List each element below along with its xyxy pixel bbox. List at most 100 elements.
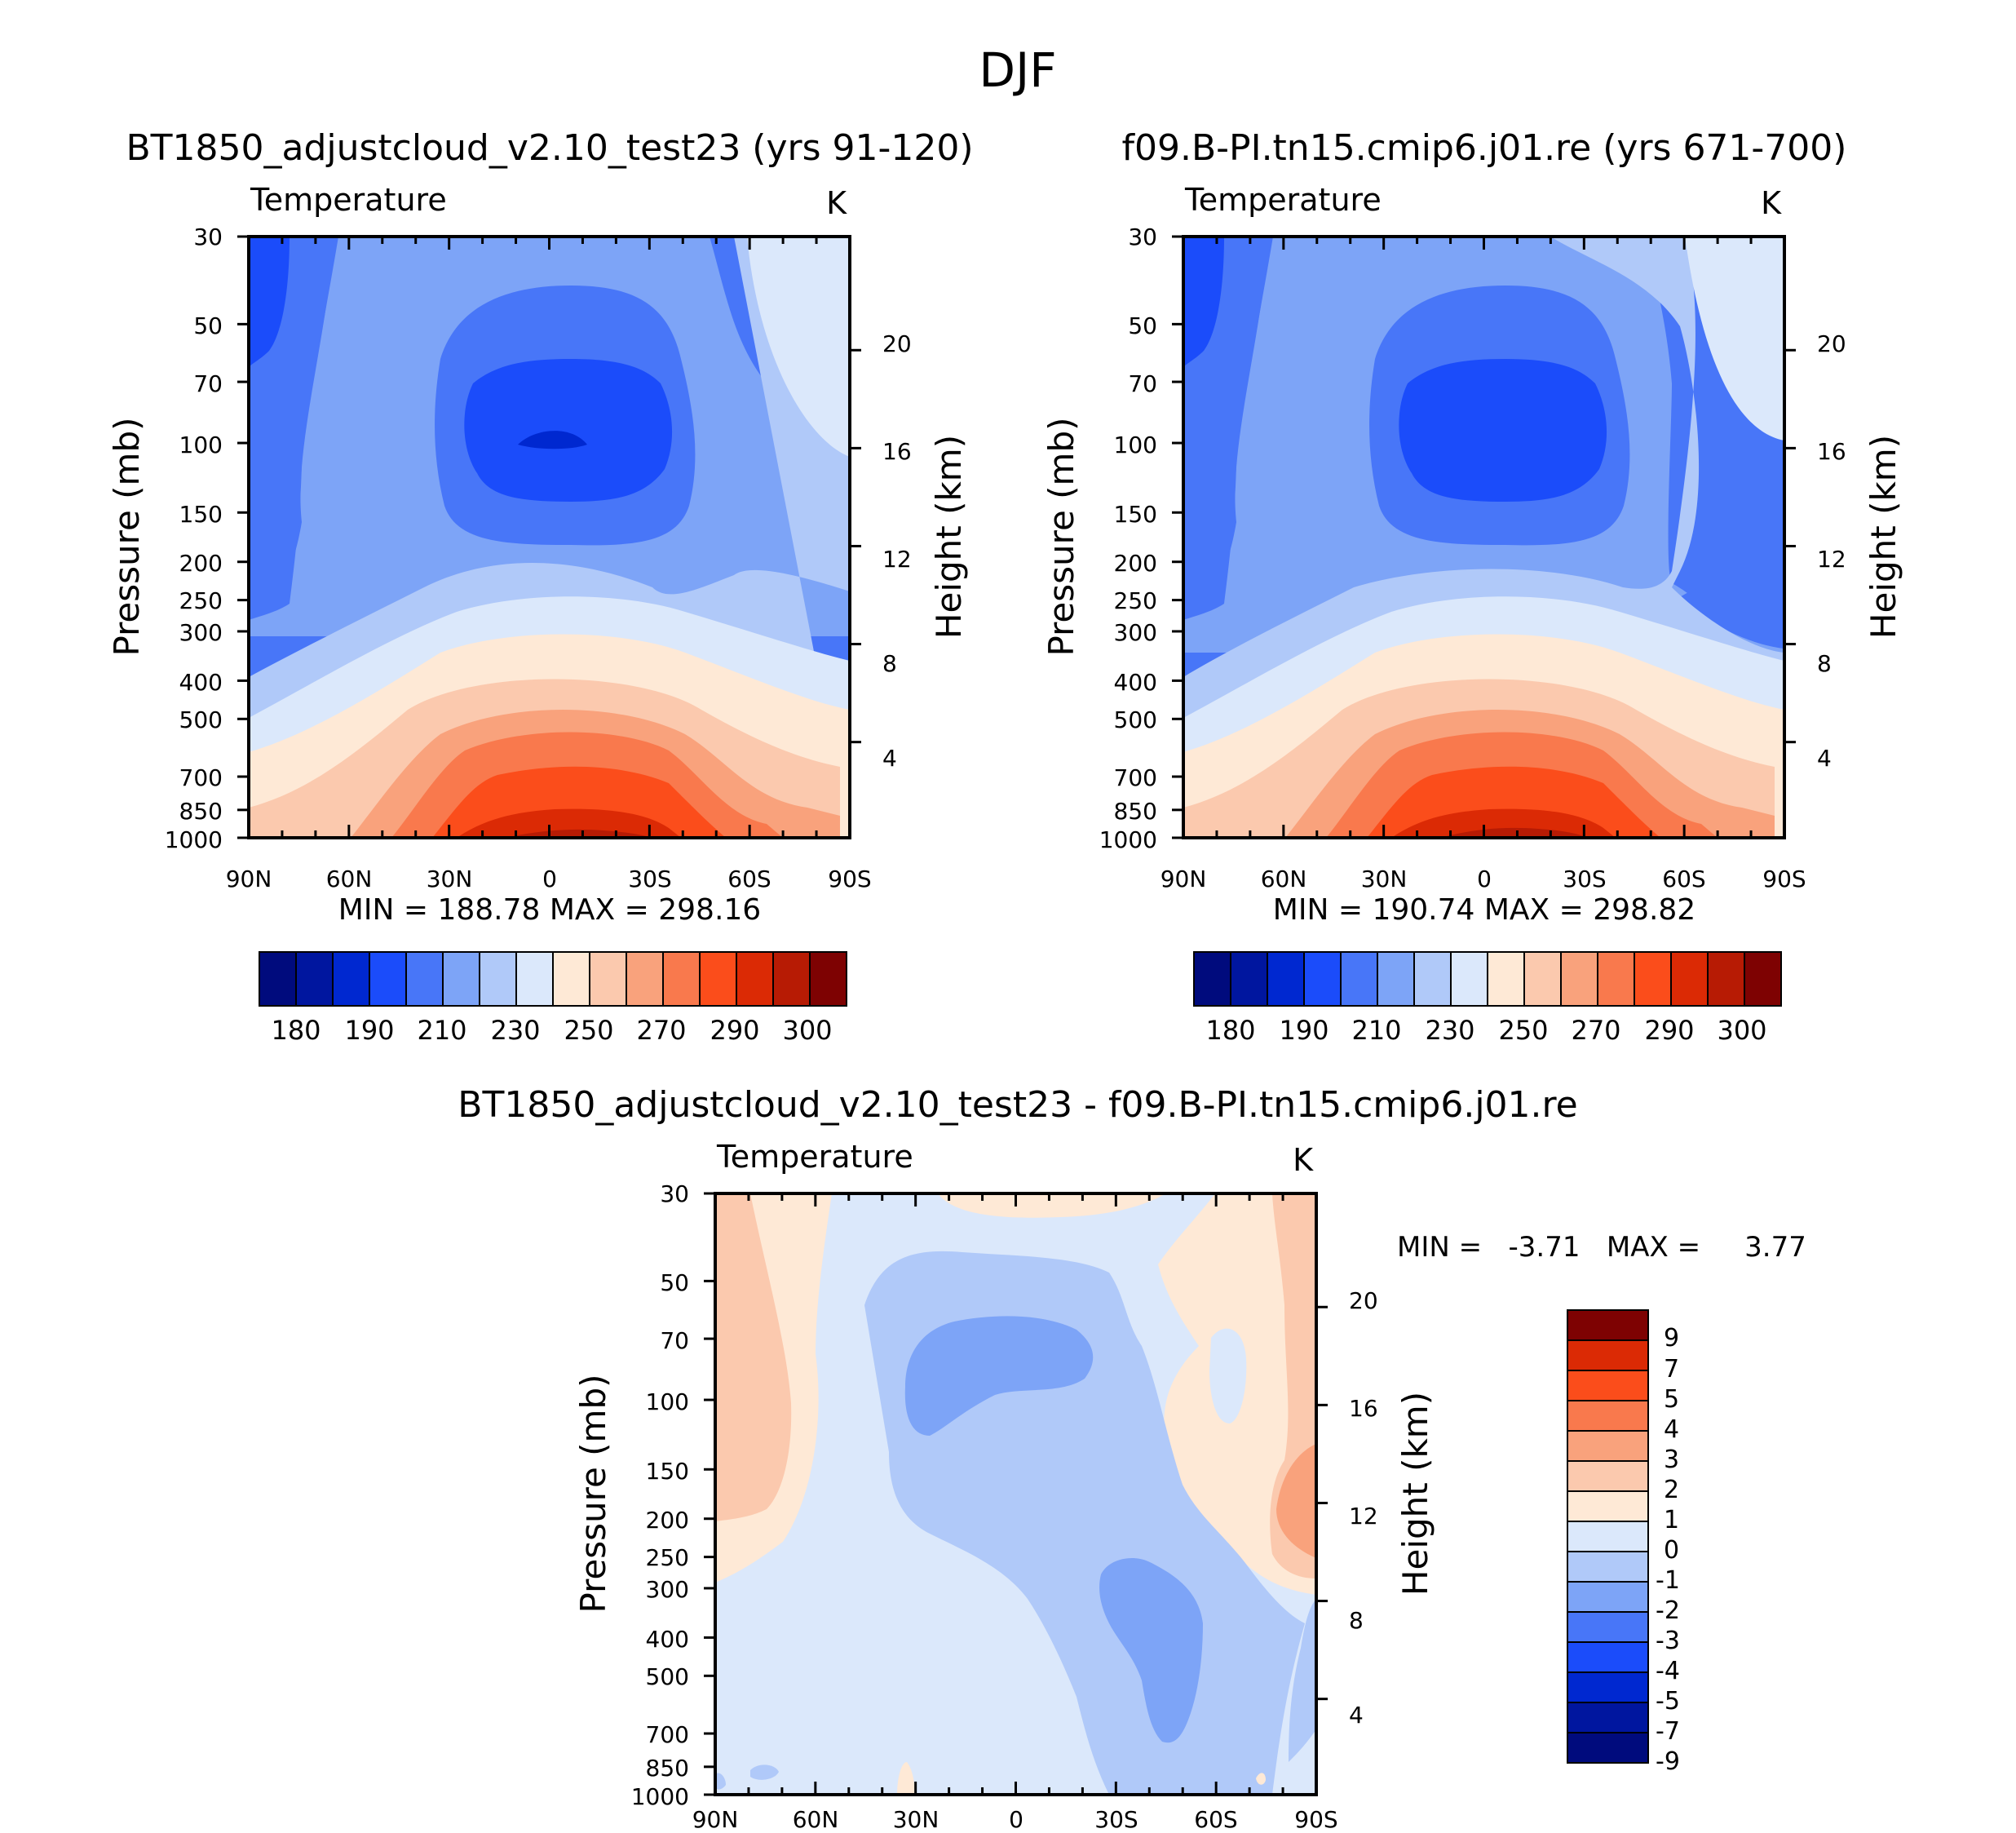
colorbar-swatch bbox=[1567, 1521, 1649, 1552]
height-axis-label: Height (km) bbox=[1863, 435, 1903, 639]
y-tick-label: 200 bbox=[1114, 550, 1157, 577]
colorbar-swatch bbox=[259, 951, 297, 1007]
y-tick-label: 850 bbox=[179, 798, 223, 825]
x-tick-label: 30S bbox=[1094, 1806, 1138, 1833]
y-tick-label: 50 bbox=[660, 1269, 689, 1296]
x-tick-label: 0 bbox=[1009, 1806, 1023, 1833]
y-ticks: 30 50 70 100 150 200 250 300 400 500 700… bbox=[165, 224, 223, 853]
height-tick-label: 16 bbox=[882, 438, 912, 465]
x-tick-label: 90S bbox=[1762, 866, 1806, 892]
colorbar-label: 180 bbox=[1205, 1015, 1255, 1046]
x-tick-label: 0 bbox=[1477, 866, 1492, 892]
y-ticks: 30 50 70 100 150 200 250 300 400 500 700… bbox=[631, 1180, 689, 1810]
colorbar-label: 190 bbox=[1279, 1015, 1329, 1046]
colorbar-swatch bbox=[552, 951, 590, 1007]
figure-title: DJF bbox=[979, 42, 1056, 98]
colorbar-swatch bbox=[1707, 951, 1745, 1007]
colorbar-swatch bbox=[1450, 951, 1488, 1007]
x-tick-label: 30S bbox=[628, 866, 671, 892]
x-tick-label: 90N bbox=[692, 1806, 739, 1833]
colorbar-label: 210 bbox=[1351, 1015, 1401, 1046]
band-cold-200 bbox=[249, 237, 290, 367]
colorbar-swatch bbox=[662, 951, 701, 1007]
y-tick-label: 300 bbox=[1114, 619, 1157, 646]
colorbar-swatch bbox=[1634, 951, 1672, 1007]
colorbar-label: 9 bbox=[1664, 1324, 1679, 1353]
colorbar-label: 7 bbox=[1664, 1355, 1679, 1384]
colorbar-label: 250 bbox=[1498, 1015, 1548, 1046]
band-pos-bottom-1 bbox=[897, 1762, 915, 1795]
height-tick-label: 8 bbox=[882, 650, 897, 677]
x-ticks: 90N 60N 30N 0 30S 60S 90S bbox=[1161, 866, 1806, 892]
height-tick-label: 16 bbox=[1349, 1395, 1378, 1422]
y-tick-label: 250 bbox=[179, 587, 223, 614]
band-neg-bottom-left bbox=[750, 1764, 779, 1780]
x-tick-label: 60S bbox=[1662, 866, 1705, 892]
x-tick-label: 60N bbox=[1261, 866, 1307, 892]
colorbar-label: -1 bbox=[1656, 1566, 1680, 1595]
colorbar-label: 3 bbox=[1664, 1446, 1679, 1474]
y-ticks: 30 50 70 100 150 200 250 300 400 500 700… bbox=[1099, 224, 1157, 853]
colorbar-label: 180 bbox=[271, 1015, 321, 1046]
y-tick-label: 850 bbox=[1114, 798, 1157, 825]
colorbar-swatch bbox=[1567, 1460, 1649, 1492]
panel-left-label: Temperature bbox=[250, 182, 447, 218]
panel-title: f09.B-PI.tn15.cmip6.j01.re (yrs 671-700) bbox=[1122, 127, 1847, 169]
colorbar-swatch bbox=[1744, 951, 1782, 1007]
y-tick-label: 30 bbox=[1128, 224, 1157, 250]
colorbar-label: 270 bbox=[636, 1015, 686, 1046]
colorbar-label: 290 bbox=[1644, 1015, 1694, 1046]
band-pos-2to3-right bbox=[1276, 1444, 1316, 1558]
band-pos-top bbox=[938, 1193, 1166, 1218]
colorbar-label: 270 bbox=[1571, 1015, 1620, 1046]
band-tropic-200 bbox=[1399, 359, 1607, 502]
colorbar-labels: 9 7 5 4 3 2 1 0 -1 -2 -3 -4 -5 -7 -9 bbox=[1656, 1324, 1680, 1776]
y-tick-label: 150 bbox=[1114, 501, 1157, 528]
colorbar-label: 300 bbox=[1717, 1015, 1766, 1046]
colorbar-swatch bbox=[369, 951, 407, 1007]
height-tick-label: 12 bbox=[1349, 1503, 1378, 1530]
colorbar-swatch bbox=[479, 951, 517, 1007]
colorbar-swatch bbox=[515, 951, 554, 1007]
panel-left-label: Temperature bbox=[1184, 182, 1382, 218]
colorbar-label: 210 bbox=[417, 1015, 466, 1046]
x-tick-label: 0 bbox=[542, 866, 557, 892]
x-tick-label: 60S bbox=[727, 866, 771, 892]
band-tropic-190 bbox=[518, 431, 587, 449]
colorbar-swatch bbox=[1567, 1702, 1649, 1733]
band-neg-bottom-left2 bbox=[715, 1773, 726, 1790]
panel-control: BT1850_adjustcloud_v2.10_test23 (yrs 91-… bbox=[107, 127, 974, 1046]
colorbar-swatch bbox=[442, 951, 480, 1007]
colorbar-swatch bbox=[1413, 951, 1452, 1007]
colorbar-label: 230 bbox=[1425, 1015, 1474, 1046]
y-tick-label: 500 bbox=[179, 706, 223, 733]
colorbar bbox=[1193, 951, 1782, 1007]
axis-ticks bbox=[704, 1192, 1328, 1796]
panel-reference: f09.B-PI.tn15.cmip6.j01.re (yrs 671-700)… bbox=[1041, 127, 1903, 1046]
y-tick-label: 500 bbox=[646, 1663, 689, 1690]
band-tropic-200 bbox=[464, 359, 673, 502]
y-tick-label: 150 bbox=[646, 1458, 689, 1485]
min-max-stats: MIN = -3.71 MAX = 3.77 bbox=[1397, 1231, 1806, 1264]
y-tick-label: 300 bbox=[179, 619, 223, 646]
y-tick-label: 250 bbox=[1114, 587, 1157, 614]
x-tick-label: 90S bbox=[828, 866, 871, 892]
band-low-230 bbox=[747, 237, 850, 457]
height-tick-label: 20 bbox=[1349, 1287, 1378, 1314]
height-tick-label: 4 bbox=[1817, 745, 1832, 772]
band-low-230 bbox=[1685, 237, 1784, 441]
panel-title: BT1850_adjustcloud_v2.10_test23 (yrs 91-… bbox=[126, 127, 973, 169]
band-neg-right-edge bbox=[1289, 1599, 1316, 1762]
y-tick-label: 1000 bbox=[1099, 826, 1157, 853]
y-tick-label: 200 bbox=[179, 550, 223, 577]
y-tick-label: 100 bbox=[646, 1388, 689, 1415]
contour-fill bbox=[249, 237, 850, 838]
height-axis-label: Height (km) bbox=[1395, 1392, 1435, 1596]
colorbar-label: -2 bbox=[1656, 1596, 1680, 1625]
y-tick-label: 400 bbox=[646, 1626, 689, 1653]
axis-ticks bbox=[237, 235, 861, 839]
colorbar-swatch bbox=[1567, 1370, 1649, 1401]
colorbar-swatch bbox=[1230, 951, 1268, 1007]
y-tick-label: 500 bbox=[1114, 706, 1157, 733]
